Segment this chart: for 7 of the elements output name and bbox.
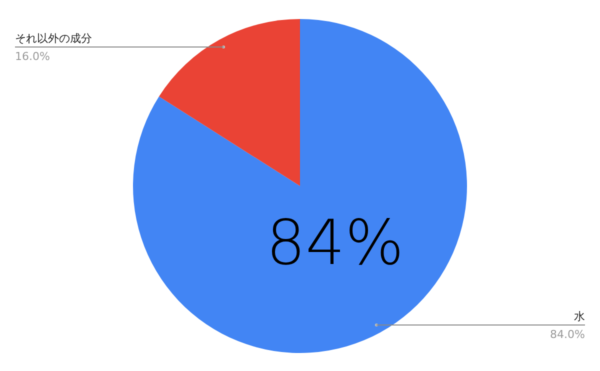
pie-slice bbox=[158, 19, 300, 186]
data-label: 16.0% bbox=[15, 50, 50, 63]
slice-label: 水 bbox=[574, 310, 585, 324]
pie-slice bbox=[133, 19, 467, 353]
slice-label: それ以外の成分 bbox=[15, 32, 92, 45]
data-label: 84.0% bbox=[550, 328, 585, 342]
text: 84% bbox=[266, 206, 404, 279]
